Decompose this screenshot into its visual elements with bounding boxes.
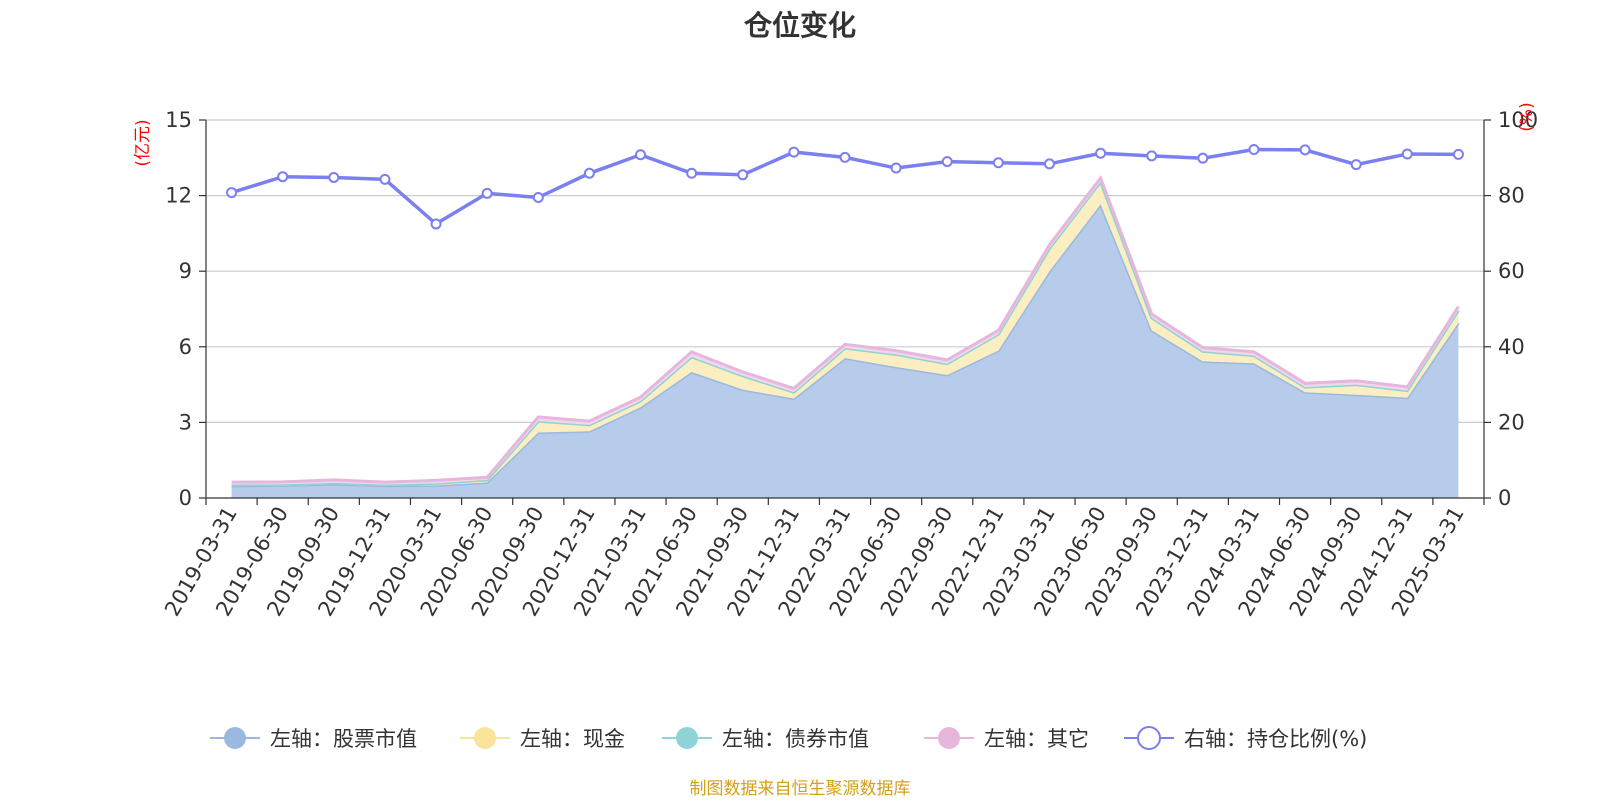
ratio-point [583, 167, 595, 179]
legend: 左轴：股票市值 左轴：现金 左轴：债券市值 左轴：其它 右轴：持仓比例(%) [210, 726, 1367, 751]
right-tick-label: 100 [1498, 108, 1538, 132]
legend-label: 左轴：现金 [520, 727, 625, 751]
legend-label: 左轴：股票市值 [270, 727, 417, 751]
ratio-point [379, 173, 391, 185]
legend-marker-circle [224, 727, 246, 749]
left-tick-label: 0 [179, 486, 192, 510]
ratio-point [839, 151, 851, 163]
ratio-point [1299, 144, 1311, 156]
legend-marker-circle [474, 727, 496, 749]
left-axis-unit: (亿元) [133, 119, 153, 166]
legend-label: 左轴：其它 [984, 727, 1089, 751]
ratio-point [430, 218, 442, 230]
ratio-point [1095, 147, 1107, 159]
left-tick-label: 9 [179, 259, 192, 283]
right-tick-label: 80 [1498, 184, 1525, 208]
ratio-point [1248, 143, 1260, 155]
ratio-point [481, 187, 493, 199]
area-line-左轴：其它 [231, 174, 1460, 484]
ratio-point [1350, 159, 1362, 171]
ratio-point [1452, 148, 1464, 160]
ratio-point [532, 191, 544, 203]
right-tick-label: 60 [1498, 259, 1525, 283]
legend-marker-circle [938, 727, 960, 749]
legend-label: 左轴：债券市值 [722, 727, 869, 751]
right-tick-label: 0 [1498, 486, 1511, 510]
legend-label: 右轴：持仓比例(%) [1184, 727, 1367, 751]
left-tick-label: 3 [179, 410, 192, 434]
right-axis-unit: (%) [1517, 102, 1537, 131]
ratio-point [686, 167, 698, 179]
legend-marker-circle [676, 727, 698, 749]
stacked-area-series [231, 174, 1460, 498]
left-tick-label: 6 [179, 335, 192, 359]
ratio-point [992, 157, 1004, 169]
ratio-point [226, 187, 238, 199]
ratio-point [1401, 148, 1413, 160]
ratio-line-series [226, 143, 1464, 230]
data-source-note: 制图数据来自恒生聚源数据库 [689, 779, 911, 799]
ratio-point [788, 146, 800, 158]
left-tick-label: 15 [165, 108, 192, 132]
ratio-point [1146, 150, 1158, 162]
legend-marker-circle [1137, 726, 1161, 750]
ratio-point [1197, 152, 1209, 164]
right-tick-label: 20 [1498, 410, 1525, 434]
chart-title: 仓位变化 [743, 9, 856, 42]
ratio-point [328, 171, 340, 183]
left-tick-label: 12 [165, 184, 192, 208]
ratio-point [890, 162, 902, 174]
ratio-point [1043, 158, 1055, 170]
ratio-point [277, 171, 289, 183]
right-tick-label: 40 [1498, 335, 1525, 359]
ratio-point [737, 169, 749, 181]
ratio-point [941, 156, 953, 168]
area-左轴：股票市值 [231, 204, 1459, 498]
ratio-point [635, 149, 647, 161]
